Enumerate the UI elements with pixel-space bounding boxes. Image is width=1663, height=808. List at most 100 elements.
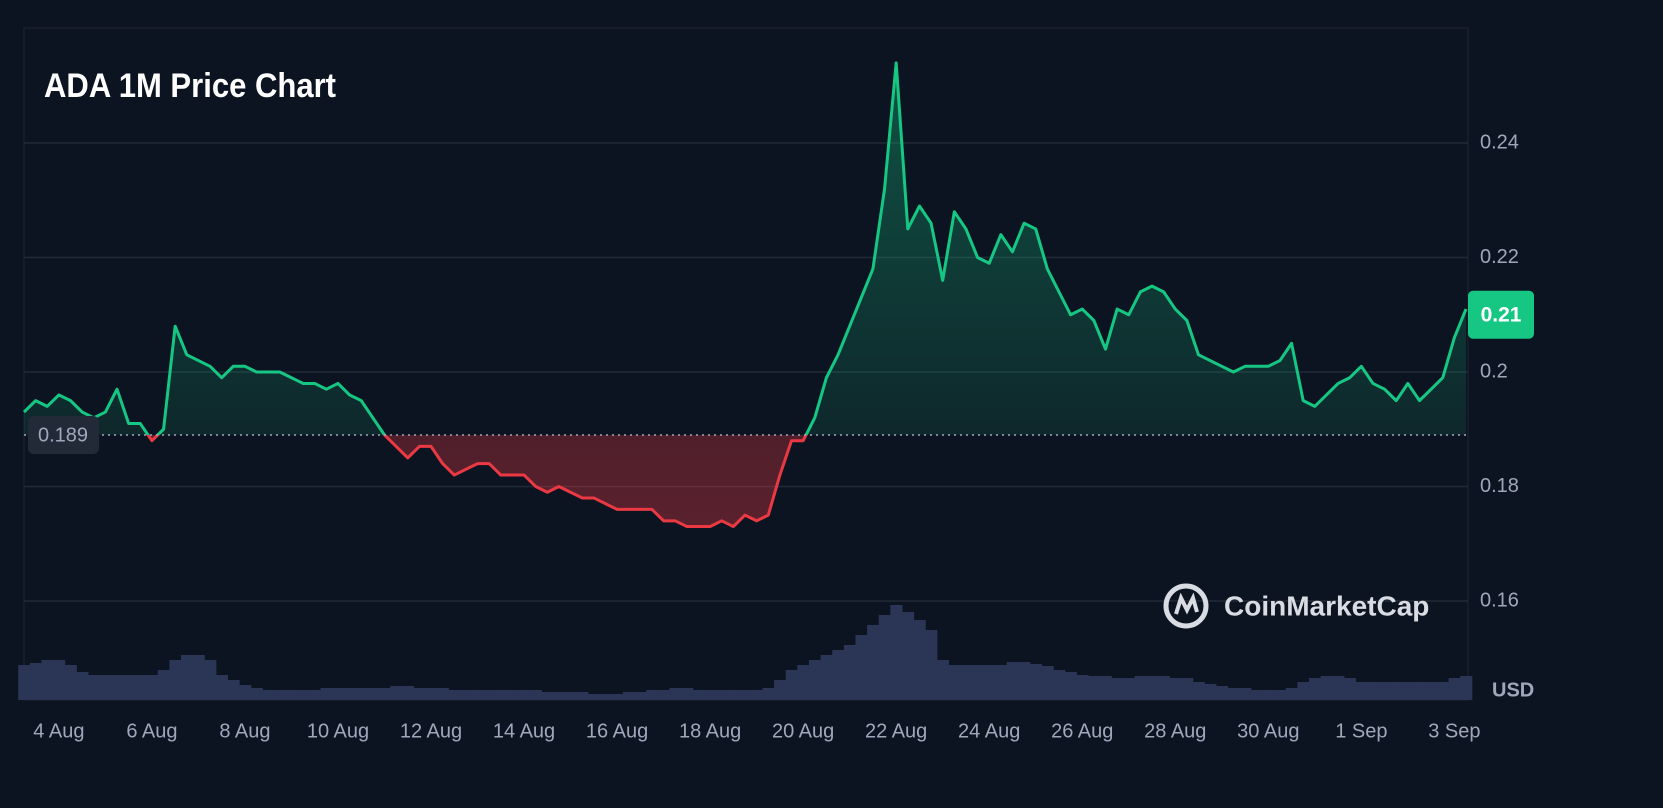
volume-bar [239, 685, 252, 700]
volume-bar [936, 660, 950, 700]
volume-bar [1343, 678, 1357, 700]
volume-bar [843, 645, 856, 700]
y-tick-label: 0.16 [1480, 589, 1519, 611]
current-price-badge [1468, 290, 1534, 339]
currency-label: USD [1492, 679, 1534, 701]
x-tick-label: 30 Aug [1237, 720, 1299, 742]
volume-bar [1239, 688, 1252, 700]
volume-bar [1204, 684, 1217, 700]
volume-bar [1378, 682, 1391, 700]
volume-bar [1157, 676, 1170, 700]
volume-bar [401, 686, 415, 700]
volume-bar [227, 680, 240, 700]
volume-bar [588, 694, 601, 700]
volume-bar [715, 690, 729, 700]
volume-bar [436, 688, 449, 700]
volume-bar [890, 605, 903, 700]
chart-title: ADA 1M Price Chart [44, 67, 336, 105]
y-tick-label: 0.18 [1480, 475, 1519, 497]
volume-bar [750, 690, 763, 700]
y-tick-label: 0.24 [1480, 131, 1519, 153]
volume-bar [983, 665, 996, 700]
volume-bar [1250, 690, 1263, 700]
x-tick-label: 18 Aug [679, 720, 741, 742]
volume-bar [169, 660, 182, 700]
volume-bar [41, 660, 54, 700]
volume-bar [87, 675, 101, 700]
baseline-badge [28, 415, 99, 454]
volume-bar [297, 690, 310, 700]
volume-bar [390, 686, 403, 700]
volume-bar [180, 655, 194, 700]
x-tick-label: 16 Aug [586, 720, 648, 742]
volume-bar [692, 690, 705, 700]
volume-bar [122, 675, 135, 700]
x-tick-label: 24 Aug [958, 720, 1020, 742]
volume-bar [215, 675, 229, 700]
current-price-label: 0.21 [1481, 303, 1522, 326]
x-tick-label: 8 Aug [219, 720, 270, 742]
volume-bar [1146, 676, 1159, 700]
volume-bar [518, 690, 531, 700]
volume-bar [1053, 670, 1066, 700]
volume-bar [657, 690, 670, 700]
volume-bar [262, 690, 275, 700]
volume-bar [483, 690, 496, 700]
volume-bar [948, 665, 961, 700]
volume-bar [157, 670, 170, 700]
volume-bar [1436, 682, 1450, 700]
volume-bar [1006, 662, 1019, 700]
watermark-text: CoinMarketCap [1224, 590, 1429, 621]
volume-bar [367, 688, 380, 700]
volume-bar [971, 665, 984, 700]
y-tick-label: 0.22 [1480, 246, 1519, 268]
volume-bar [727, 690, 740, 700]
volume-bar [1390, 682, 1403, 700]
volume-bar [1088, 676, 1101, 700]
volume-bar [925, 630, 938, 700]
volume-bar [285, 690, 298, 700]
volume-bar [204, 660, 217, 700]
x-tick-label: 14 Aug [493, 720, 555, 742]
volume-bar [1029, 664, 1043, 700]
x-tick-label: 22 Aug [865, 720, 927, 742]
watermark: CoinMarketCap [1163, 583, 1429, 629]
volume-bar [1192, 682, 1205, 700]
volume-bar [669, 688, 682, 700]
volume-bar [471, 690, 484, 700]
volume-bar [1099, 676, 1112, 700]
volume-bar [797, 665, 810, 700]
x-tick-label: 12 Aug [400, 720, 462, 742]
volume-bar [1169, 678, 1182, 700]
volume-bar [1134, 676, 1147, 700]
volume-bar [494, 690, 508, 700]
volume-bar [134, 675, 147, 700]
volume-bar [53, 660, 66, 700]
volume-bar [762, 688, 775, 700]
volume-bar [704, 690, 717, 700]
volume-bar [1355, 682, 1368, 700]
volume-bar [599, 694, 612, 700]
volume-bar [646, 690, 659, 700]
volume-bar [250, 688, 263, 700]
volume-bar [878, 615, 891, 700]
x-tick-label: 28 Aug [1144, 720, 1206, 742]
volume-bar [867, 625, 880, 700]
volume-bar [192, 655, 205, 700]
volume-bar [1041, 666, 1054, 700]
volume-bar [855, 635, 868, 700]
volume-bar [425, 688, 438, 700]
volume-bar [1064, 672, 1077, 700]
volume-bar [378, 688, 391, 700]
volume-bar [995, 665, 1008, 700]
volume-bar [1076, 675, 1089, 700]
volume-bar [1227, 688, 1240, 700]
volume-bar [739, 690, 752, 700]
volume-bar [576, 692, 589, 700]
volume-bar [343, 688, 356, 700]
volume-bar [1448, 678, 1461, 700]
volume-bar [1181, 678, 1194, 700]
volume-bar [808, 660, 822, 700]
volume-bar [460, 690, 473, 700]
